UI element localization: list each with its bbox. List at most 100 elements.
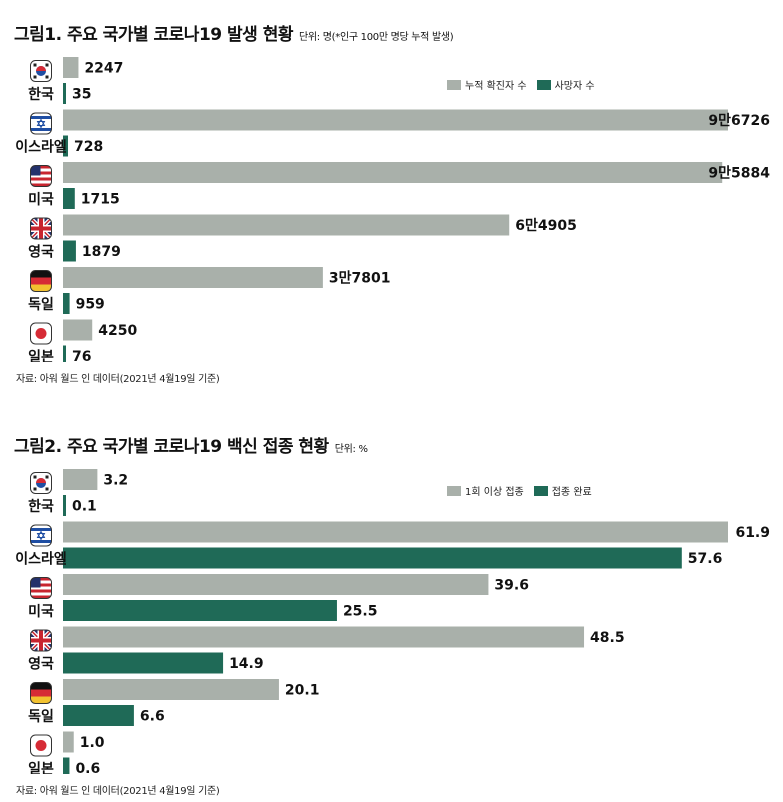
bar-secondary: [63, 547, 682, 569]
chart2-group-0: 3.2 0.1 한국: [28, 469, 128, 516]
usa-flag-icon: [30, 165, 52, 187]
uk-flag-icon: [30, 217, 52, 240]
bar-primary: [63, 574, 489, 595]
data-label: 20.1: [285, 683, 320, 699]
chart1-legend: 누적 확진자 수 사망자 수: [447, 77, 605, 92]
chart2-group-4: 20.1 6.6 독일: [28, 679, 319, 726]
data-label: 9만5884: [708, 166, 770, 182]
chart1-group-1: 9만6726 728 이스라엘: [15, 109, 770, 157]
chart2-group-2: 39.6 25.5 미국: [28, 574, 529, 621]
japan-flag-icon: [30, 322, 52, 345]
south-korea-flag-icon: [30, 60, 52, 82]
bar-secondary: [63, 240, 76, 262]
category-label: 이스라엘: [15, 551, 67, 568]
chart2-plot: 3.2 0.1 한국 61.9 57.6 이스라엘 39.6 25.5 미국 48.5 14.9 영국…: [15, 469, 770, 775]
germany-flag-icon: [30, 270, 52, 292]
data-label: 76: [72, 349, 91, 362]
chart2-unit-note: 단위: %: [334, 444, 368, 455]
bar-secondary: [63, 495, 66, 516]
chart2-title: 그림2. 주요 국가별 코로나19 백신 접종 현황 단위: %: [14, 437, 368, 457]
israel-flag-icon: [30, 524, 52, 547]
category-label: 일본: [28, 350, 54, 363]
category-label: 미국: [28, 192, 54, 208]
data-label: 0.6: [75, 761, 100, 774]
bar-secondary: [63, 293, 70, 314]
data-label: 57.6: [688, 551, 723, 567]
chart2-source: 자료: 아워 월드 인 데이터(2021년 4월19일 기준): [16, 786, 220, 797]
chart1-group-2: 9만5884 1715 미국: [28, 162, 770, 209]
data-label: 959: [76, 297, 105, 313]
bar-primary: [63, 162, 723, 183]
data-label: 0.1: [72, 499, 97, 515]
data-label: 3만7801: [329, 271, 391, 287]
bar-secondary: [63, 600, 337, 621]
data-label: 728: [74, 139, 103, 155]
data-label: 61.9: [735, 525, 770, 541]
south-korea-flag-icon: [30, 472, 52, 494]
data-label: 9만6726: [708, 113, 770, 129]
chart1-group-5: 4250 76 일본: [28, 319, 137, 363]
bar-primary: [63, 109, 728, 131]
chart1-legend-item-0: 누적 확진자 수: [447, 77, 527, 92]
legend-swatch: [447, 485, 461, 496]
chart1-plot: 2247 35 한국 9만6726 728 이스라엘 9만5884 1715 미국 6만4905 1…: [15, 57, 770, 363]
data-label: 3.2: [103, 473, 128, 489]
bar-primary: [63, 267, 323, 288]
chart2-group-1: 61.9 57.6 이스라엘: [15, 521, 770, 569]
data-label: 6만4905: [515, 218, 577, 234]
category-label: 미국: [28, 604, 54, 620]
data-label: 1715: [81, 192, 120, 208]
data-label: 1.0: [80, 735, 105, 751]
data-label: 48.5: [590, 630, 625, 646]
bar-secondary: [63, 757, 70, 774]
chart2-legend-item-0: 1회 이상 접종: [447, 483, 524, 498]
category-label: 영국: [28, 656, 54, 673]
chart1-unit-note: 단위: 명(*인구 100만 명당 누적 발생): [299, 32, 454, 43]
category-label: 독일: [28, 709, 54, 725]
bar-primary: [63, 521, 728, 543]
bar-primary: [63, 319, 93, 341]
japan-flag-icon: [30, 734, 52, 757]
chart1-source: 자료: 아워 월드 인 데이터(2021년 4월19일 기준): [16, 374, 220, 385]
category-label: 한국: [28, 87, 54, 103]
legend-swatch: [536, 79, 551, 90]
data-label: 6.6: [140, 709, 165, 725]
legend-swatch: [447, 79, 461, 90]
chart1-group-3: 6만4905 1879 영국: [28, 214, 577, 262]
chart2-group-5: 1.0 0.6 일본: [28, 731, 105, 775]
bar-secondary: [63, 83, 66, 104]
category-label: 독일: [28, 297, 54, 313]
bar-primary: [63, 469, 98, 490]
bar-secondary: [63, 705, 134, 726]
bar-secondary: [63, 188, 75, 209]
bar-primary: [63, 214, 510, 236]
data-label: 1879: [82, 244, 121, 260]
data-label: 39.6: [494, 578, 529, 594]
bar-secondary: [63, 135, 69, 157]
legend-swatch: [533, 485, 548, 496]
bar-primary: [63, 57, 79, 78]
bar-primary: [63, 679, 279, 700]
data-label: 25.5: [343, 604, 378, 620]
data-label: 14.9: [229, 656, 264, 672]
bar-secondary: [63, 345, 66, 362]
category-label: 한국: [28, 499, 54, 515]
israel-flag-icon: [30, 112, 52, 135]
bar-primary: [63, 731, 74, 753]
bar-secondary: [63, 652, 224, 674]
chart1-group-4: 3만7801 959 독일: [28, 267, 390, 314]
chart2-legend-item-1: 접종 완료: [533, 483, 592, 498]
data-label: 4250: [98, 323, 137, 339]
chart1-title: 그림1. 주요 국가별 코로나19 발생 현황 단위: 명(*인구 100만 명당…: [14, 25, 454, 45]
category-label: 일본: [28, 762, 54, 775]
bar-primary: [63, 626, 585, 648]
data-label: 2247: [84, 61, 123, 77]
chart1-group-0: 2247 35 한국: [28, 57, 123, 104]
category-label: 이스라엘: [15, 139, 67, 156]
usa-flag-icon: [30, 577, 52, 599]
chart2-legend: 1회 이상 접종 접종 완료: [447, 483, 602, 498]
germany-flag-icon: [30, 682, 52, 704]
data-label: 35: [72, 87, 91, 103]
category-label: 영국: [28, 244, 54, 261]
uk-flag-icon: [30, 629, 52, 652]
